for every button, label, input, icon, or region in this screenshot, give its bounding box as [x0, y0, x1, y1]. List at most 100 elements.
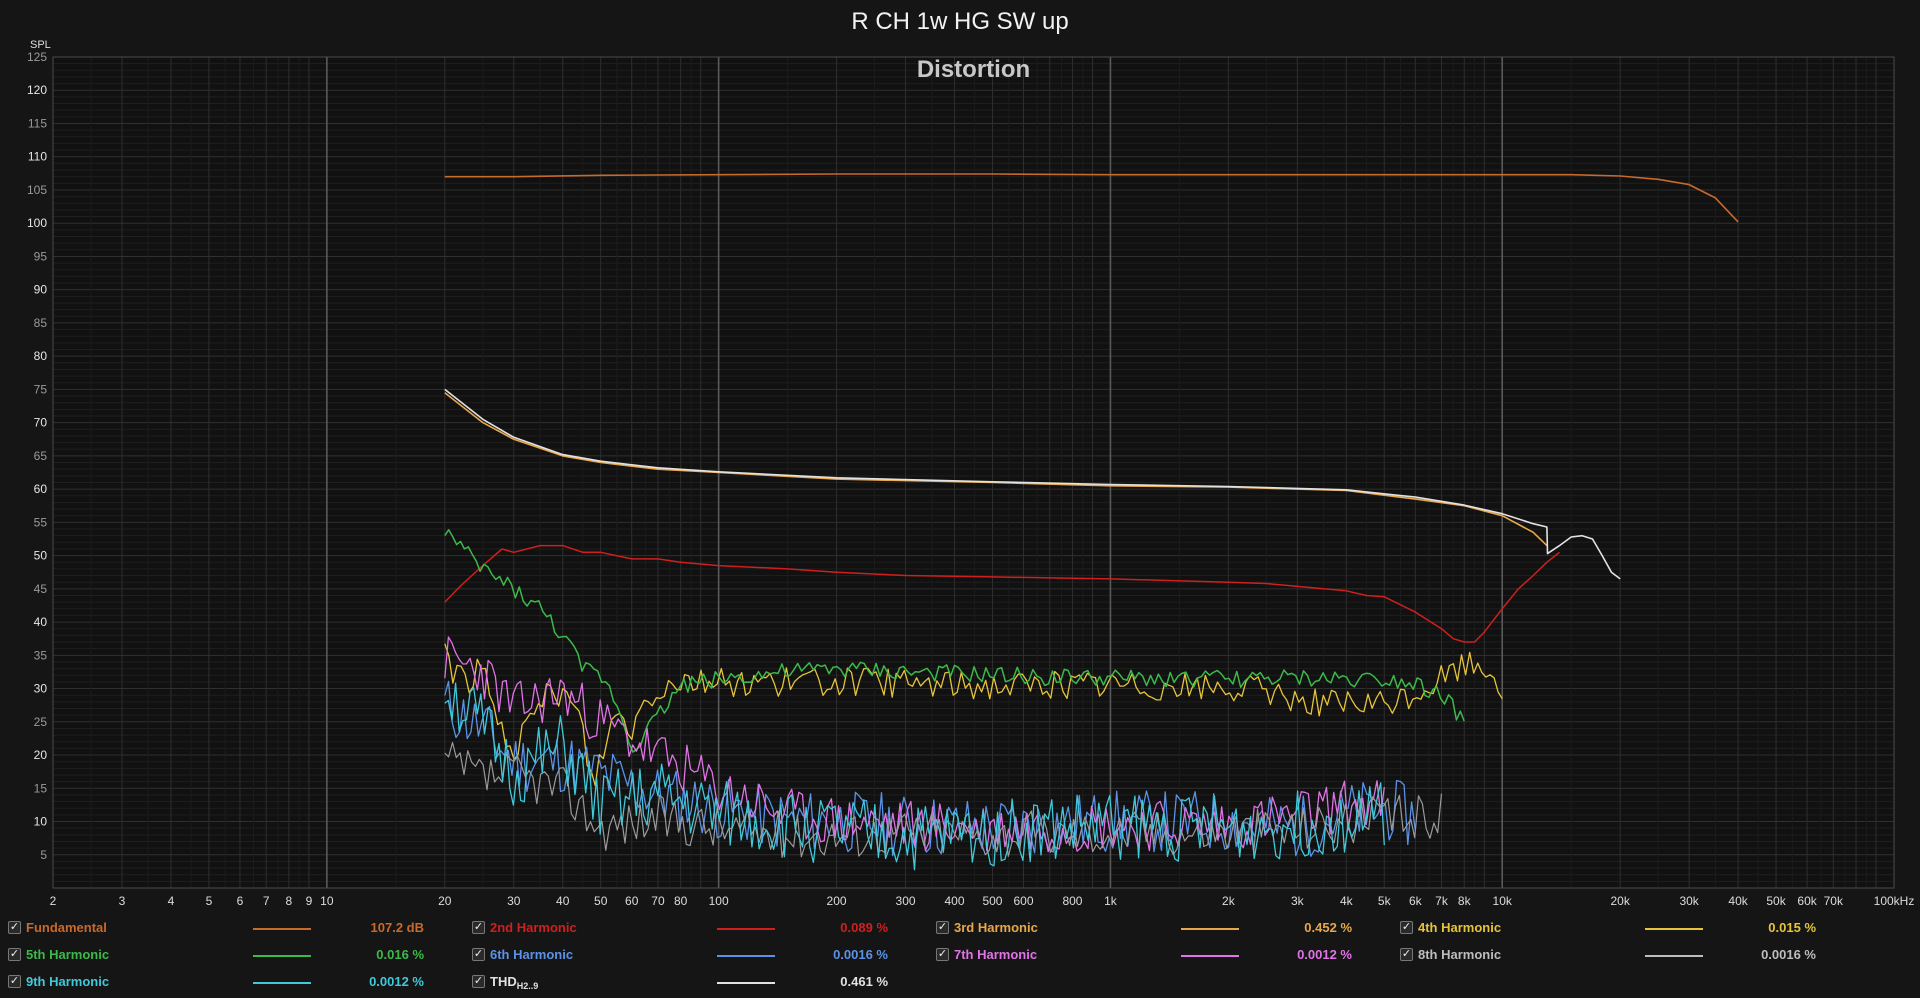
y-tick-label: 95 [34, 249, 48, 263]
legend-checkbox[interactable]: ✓ [8, 975, 21, 988]
x-tick-label: 4 [168, 894, 175, 908]
x-tick-label: 8k [1458, 894, 1472, 908]
legend-value: 0.089 % [840, 920, 888, 935]
legend-checkbox[interactable]: ✓ [936, 921, 949, 934]
y-tick-label: 55 [34, 515, 48, 529]
legend-name: Fundamental [26, 920, 107, 935]
legend-line-swatch [1181, 955, 1239, 957]
x-tick-label: 7 [263, 894, 270, 908]
legend-line-swatch [1645, 928, 1703, 930]
series-line-5th-harmonic [444, 529, 1465, 753]
legend-value: 0.015 % [1768, 920, 1816, 935]
x-tick-label: 4k [1340, 894, 1354, 908]
x-tick-label: 3 [119, 894, 126, 908]
x-tick-label: 70 [651, 894, 665, 908]
x-tick-label: 40 [556, 894, 570, 908]
y-tick-label: 90 [34, 283, 48, 297]
x-tick-label: 6 [237, 894, 244, 908]
legend-item: ✓ 2nd Harmonic 0.089 % [464, 917, 929, 939]
legend-checkbox[interactable]: ✓ [472, 921, 485, 934]
legend-name: 3rd Harmonic [954, 920, 1038, 935]
x-tick-labels: 2 3 4 5 6 7 8 9 10 20 30 40 50 60 70 80 100 200 300 400 500 6… [50, 894, 1915, 908]
x-tick-label: 30 [507, 894, 521, 908]
x-tick-label: 3k [1291, 894, 1305, 908]
y-tick-label: 120 [27, 83, 47, 97]
y-tick-label: 60 [34, 482, 48, 496]
x-tick-label: 6k [1409, 894, 1423, 908]
legend-item: ✓ 7th Harmonic 0.0012 % [928, 944, 1393, 966]
x-tick-label: 2 [50, 894, 57, 908]
y-tick-label: 105 [27, 183, 47, 197]
legend-name: 4th Harmonic [1418, 920, 1502, 935]
x-tick-label: 30k [1679, 894, 1699, 908]
x-tick-label: 2k [1222, 894, 1236, 908]
legend-item: ✓ 9th Harmonic 0.0012 % [0, 971, 465, 993]
x-tick-label: 200 [827, 894, 847, 908]
legend-line-swatch [1645, 955, 1703, 957]
x-tick-label: 5k [1378, 894, 1392, 908]
legend-value: 0.452 % [1304, 920, 1352, 935]
x-tick-label: 1k [1104, 894, 1118, 908]
legend-line-swatch [1181, 928, 1239, 930]
x-tick-label: 70k [1824, 894, 1844, 908]
y-tick-label: 30 [34, 682, 48, 696]
legend-line-swatch [717, 982, 775, 984]
y-tick-label: 50 [34, 549, 48, 563]
x-tick-label: 7k [1435, 894, 1449, 908]
series-line-9th-harmonic [444, 682, 1385, 871]
x-tick-label: 50 [594, 894, 608, 908]
legend-checkbox[interactable]: ✓ [472, 975, 485, 988]
legend-value: 0.461 % [840, 974, 888, 989]
series-line-6th-harmonic [444, 680, 1416, 857]
x-tick-label: 300 [896, 894, 916, 908]
y-tick-label: 125 [27, 50, 47, 64]
y-tick-label: 100 [27, 216, 47, 230]
legend-checkbox[interactable]: ✓ [8, 948, 21, 961]
legend-value: 0.0012 % [369, 974, 424, 989]
legend: ✓ Fundamental 107.2 dB ✓ 2nd Harmonic 0.089 %… [0, 915, 1920, 998]
x-tick-label: 10k [1493, 894, 1513, 908]
y-tick-label: 65 [34, 449, 48, 463]
legend-line-swatch [717, 928, 775, 930]
legend-checkbox[interactable]: ✓ [1400, 921, 1413, 934]
x-tick-label: 400 [945, 894, 965, 908]
y-tick-label: 10 [34, 815, 48, 829]
x-tick-label: 100 [709, 894, 729, 908]
legend-checkbox[interactable]: ✓ [472, 948, 485, 961]
y-tick-label: 25 [34, 715, 48, 729]
legend-line-swatch [717, 955, 775, 957]
legend-line-swatch [253, 955, 311, 957]
legend-checkbox[interactable]: ✓ [1400, 948, 1413, 961]
grid [52, 57, 1894, 888]
series-lines [444, 173, 1739, 871]
x-tick-label: 100kHz [1874, 894, 1915, 908]
y-tick-label: 5 [40, 848, 47, 862]
x-tick-label: 60 [625, 894, 639, 908]
x-tick-label: 8 [286, 894, 293, 908]
legend-checkbox[interactable]: ✓ [936, 948, 949, 961]
y-axis-label: SPL [30, 39, 51, 51]
series-line-7th-harmonic [444, 636, 1385, 853]
legend-item: ✓ 6th Harmonic 0.0016 % [464, 944, 929, 966]
y-tick-label: 70 [34, 416, 48, 430]
legend-name: 9th Harmonic [26, 974, 110, 989]
y-tick-label: 20 [34, 748, 48, 762]
chart-subtitle: Distortion [916, 56, 1031, 83]
plot-background [53, 57, 1894, 888]
legend-item: ✓ 5th Harmonic 0.016 % [0, 944, 465, 966]
x-tick-label: 50k [1766, 894, 1786, 908]
legend-line-swatch [253, 928, 311, 930]
legend-checkbox[interactable]: ✓ [8, 921, 21, 934]
series-line-8th-harmonic [444, 741, 1443, 858]
legend-item: ✓ 3rd Harmonic 0.452 % [928, 917, 1393, 939]
x-tick-label: 600 [1013, 894, 1033, 908]
y-tick-label: 40 [34, 615, 48, 629]
chart-title: R CH 1w HG SW up [851, 8, 1069, 35]
x-tick-label: 20k [1610, 894, 1630, 908]
y-tick-label: 85 [34, 316, 48, 330]
x-tick-label: 9 [306, 894, 313, 908]
x-tick-label: 5 [206, 894, 213, 908]
legend-item: ✓ 4th Harmonic 0.015 % [1392, 917, 1857, 939]
legend-name: 5th Harmonic [26, 947, 110, 962]
